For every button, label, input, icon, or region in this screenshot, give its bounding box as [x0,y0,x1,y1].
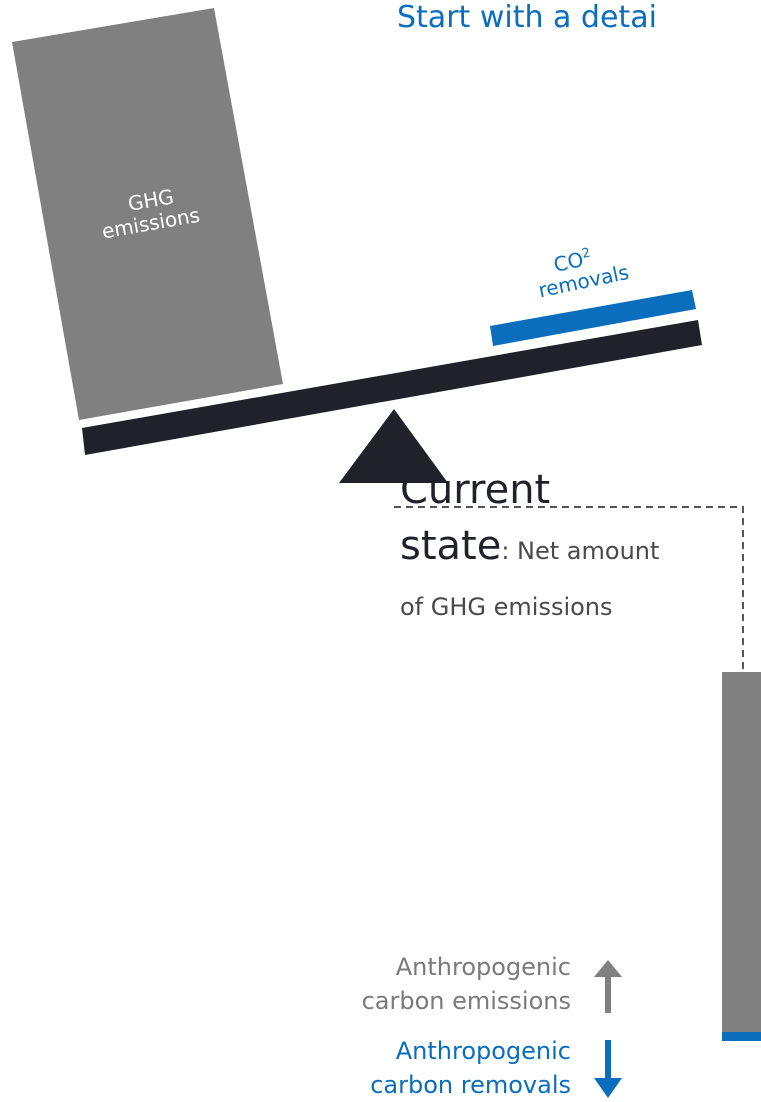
arrow-down-icon [594,1040,622,1098]
current-state-title: Current [400,467,551,513]
legend-emissions-line2: carbon emissions [361,987,571,1015]
arrow-up-icon [594,960,622,1013]
current-state-description: : Net amount of GHG emissions [400,537,660,621]
co2-removals-bar [490,290,696,346]
legend-removals: Anthropogenic carbon removals [370,1034,571,1102]
emissions-column [722,672,761,1032]
dashed-connector [394,506,744,672]
fulcrum-triangle [339,409,448,483]
removals-strip [722,1032,761,1041]
ghg-emissions-block: GHG emissions [12,8,283,420]
legend-removals-line1: Anthropogenic [395,1037,571,1065]
scale-beam [82,320,702,455]
current-state-label: state [400,523,502,569]
legend-removals-line2: carbon removals [370,1071,571,1099]
current-state-text: state: Net amount of GHG emissions [400,518,660,630]
legend-emissions: Anthropogenic carbon emissions [362,950,571,1018]
header-title: Start with a detai [397,0,657,35]
legend-emissions-line1: Anthropogenic [395,953,571,981]
